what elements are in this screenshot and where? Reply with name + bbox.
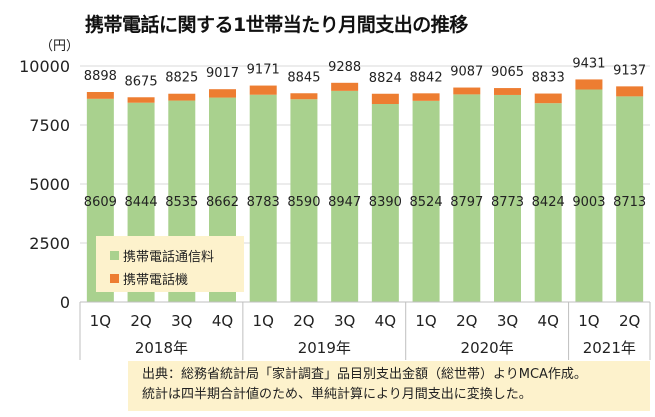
y-tick-label: 2500: [29, 234, 70, 253]
bar-fee: [249, 94, 277, 303]
legend-item-device: 携帯電話機: [110, 269, 188, 288]
x-tick-quarter: 4Q: [212, 312, 233, 330]
x-tick-year: 2020年: [461, 339, 514, 357]
bar-device: [249, 85, 277, 95]
bar-fee: [453, 94, 481, 302]
bar-fee: [412, 100, 440, 302]
bar-device: [127, 97, 155, 103]
bar-device: [331, 82, 359, 91]
total-label: 9087: [450, 65, 483, 80]
bar-fee: [494, 94, 521, 302]
total-label: 8833: [532, 71, 565, 86]
x-tick-year: 2019年: [298, 339, 351, 357]
y-tick-label: 5000: [29, 175, 70, 194]
total-label: 9017: [206, 66, 239, 81]
total-label: 8825: [165, 71, 198, 86]
fee-value-label: 8609: [84, 195, 117, 210]
bar-device: [494, 88, 521, 95]
source-line-1: 出典：総務省統計局「家計調査」品目別支出金額（総世帯）よりMCA作成。: [142, 367, 587, 382]
fee-value-label: 9003: [572, 195, 605, 210]
fee-value-label: 8783: [247, 195, 280, 210]
fee-value-label: 8524: [410, 195, 443, 210]
x-tick-quarter: 3Q: [497, 312, 518, 330]
bar-fee: [575, 89, 603, 302]
x-tick-quarter: 1Q: [578, 312, 599, 330]
bar-device: [412, 93, 440, 101]
x-tick-quarter: 2Q: [293, 312, 314, 330]
legend-swatch-green: [110, 251, 119, 260]
total-label: 8842: [410, 70, 443, 85]
bar-device: [371, 93, 399, 104]
bar-device: [209, 89, 236, 98]
fee-value-label: 8390: [369, 195, 402, 210]
bar-device: [616, 86, 644, 97]
fee-value-label: 8424: [532, 195, 565, 210]
source-note: 出典：総務省統計局「家計調査」品目別支出金額（総世帯）よりMCA作成。 統計は四…: [128, 361, 650, 411]
bar-device: [534, 93, 562, 104]
total-label: 8675: [125, 74, 158, 89]
fee-value-label: 8797: [450, 195, 483, 210]
total-label: 8898: [84, 69, 117, 84]
bar-device: [168, 93, 196, 101]
total-label: 9288: [328, 60, 361, 75]
legend-item-fee: 携帯電話通信料: [110, 246, 214, 265]
x-tick-quarter: 3Q: [334, 312, 355, 330]
x-tick-quarter: 2Q: [619, 312, 640, 330]
legend-label: 携帯電話通信料: [123, 250, 215, 265]
bar-device: [453, 87, 481, 95]
bar-device: [86, 92, 114, 99]
y-tick-label: 7500: [29, 116, 70, 135]
total-label: 9065: [491, 65, 524, 80]
bar-fee: [371, 103, 399, 302]
total-label: 9137: [613, 63, 646, 78]
x-tick-quarter: 4Q: [375, 312, 396, 330]
bar-device: [575, 79, 603, 90]
bar-device: [290, 93, 318, 100]
x-tick-quarter: 1Q: [253, 312, 274, 330]
x-tick-quarter: 2Q: [130, 312, 151, 330]
total-label: 8845: [287, 70, 320, 85]
fee-value-label: 8662: [206, 195, 239, 210]
total-label: 9431: [572, 56, 605, 71]
bar-fee: [331, 90, 359, 302]
fee-value-label: 8535: [165, 195, 198, 210]
fee-value-label: 8590: [287, 195, 320, 210]
x-tick-quarter: 3Q: [171, 312, 192, 330]
legend-swatch-orange: [110, 274, 119, 283]
x-tick-quarter: 1Q: [90, 312, 111, 330]
bar-fee: [534, 103, 562, 302]
y-tick-label: 10000: [19, 57, 70, 76]
bar-fee: [616, 96, 644, 302]
fee-value-label: 8713: [613, 195, 646, 210]
x-tick-year: 2018年: [135, 339, 188, 357]
x-tick-quarter: 2Q: [456, 312, 477, 330]
y-axis-unit: （円）: [40, 39, 79, 54]
legend: 携帯電話通信料 携帯電話機: [96, 236, 244, 292]
x-tick-quarter: 1Q: [415, 312, 436, 330]
fee-value-label: 8444: [125, 195, 158, 210]
chart-title: 携帯電話に関する1世帯当たり月間支出の推移: [85, 14, 468, 36]
x-tick-year: 2021年: [583, 339, 636, 357]
source-line-2: 統計は四半期合計値のため、単純計算により月間支出に変換した。: [142, 387, 532, 402]
total-label: 9171: [247, 63, 280, 78]
fee-value-label: 8773: [491, 195, 524, 210]
total-label: 8824: [369, 71, 402, 86]
fee-value-label: 8947: [328, 195, 361, 210]
x-tick-quarter: 4Q: [538, 312, 559, 330]
bar-fee: [290, 99, 318, 302]
legend-label: 携帯電話機: [123, 273, 189, 288]
y-tick-label: 0: [60, 293, 70, 312]
